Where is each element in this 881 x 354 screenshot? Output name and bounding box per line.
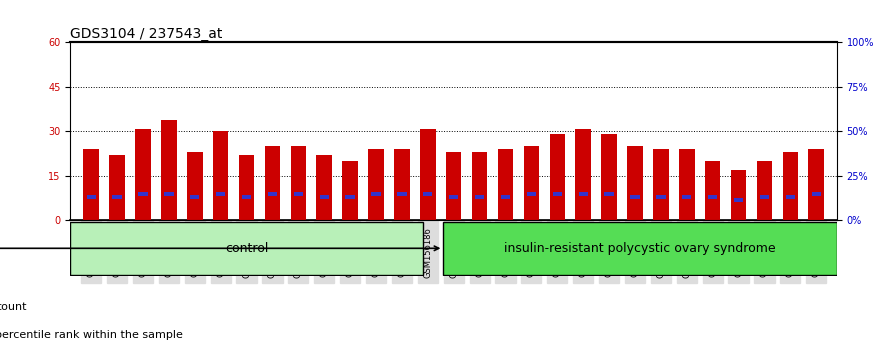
Bar <box>343 161 358 221</box>
FancyBboxPatch shape <box>734 198 744 202</box>
Bar <box>602 135 617 221</box>
FancyBboxPatch shape <box>811 192 821 196</box>
Bar <box>213 131 228 221</box>
FancyBboxPatch shape <box>527 192 536 196</box>
Bar <box>368 149 384 221</box>
FancyBboxPatch shape <box>786 195 795 199</box>
Bar <box>757 161 773 221</box>
FancyBboxPatch shape <box>190 195 199 199</box>
Bar <box>316 155 332 221</box>
Bar <box>264 146 280 221</box>
FancyBboxPatch shape <box>500 195 510 199</box>
FancyBboxPatch shape <box>656 195 665 199</box>
Bar <box>84 149 99 221</box>
FancyBboxPatch shape <box>708 195 717 199</box>
FancyBboxPatch shape <box>475 195 485 199</box>
Bar <box>705 161 721 221</box>
FancyBboxPatch shape <box>320 195 329 199</box>
Text: insulin-resistant polycystic ovary syndrome: insulin-resistant polycystic ovary syndr… <box>504 242 776 255</box>
FancyBboxPatch shape <box>630 195 640 199</box>
Bar <box>135 129 151 221</box>
FancyBboxPatch shape <box>449 195 458 199</box>
FancyBboxPatch shape <box>759 195 769 199</box>
Bar <box>550 135 565 221</box>
FancyBboxPatch shape <box>242 195 251 199</box>
FancyBboxPatch shape <box>268 192 278 196</box>
FancyBboxPatch shape <box>423 192 433 196</box>
FancyBboxPatch shape <box>70 222 423 275</box>
FancyBboxPatch shape <box>86 195 96 199</box>
FancyBboxPatch shape <box>345 195 355 199</box>
FancyBboxPatch shape <box>113 195 122 199</box>
FancyBboxPatch shape <box>682 195 692 199</box>
Text: GDS3104 / 237543_at: GDS3104 / 237543_at <box>70 28 223 41</box>
Bar <box>420 129 435 221</box>
Bar <box>446 152 462 221</box>
Text: control: control <box>225 242 268 255</box>
Bar <box>575 129 591 221</box>
FancyBboxPatch shape <box>579 192 588 196</box>
FancyBboxPatch shape <box>552 192 562 196</box>
FancyBboxPatch shape <box>397 192 407 196</box>
Bar <box>809 149 824 221</box>
Text: disease state: disease state <box>0 243 439 253</box>
Bar <box>679 149 694 221</box>
Bar <box>291 146 306 221</box>
Bar <box>653 149 669 221</box>
FancyBboxPatch shape <box>604 192 614 196</box>
FancyBboxPatch shape <box>138 192 148 196</box>
Bar <box>109 155 125 221</box>
Bar <box>782 152 798 221</box>
Bar <box>239 155 255 221</box>
Bar <box>627 146 643 221</box>
FancyBboxPatch shape <box>372 192 381 196</box>
Bar <box>187 152 203 221</box>
Bar <box>523 146 539 221</box>
Text: percentile rank within the sample: percentile rank within the sample <box>0 330 183 339</box>
Bar <box>394 149 410 221</box>
Text: count: count <box>0 302 27 312</box>
FancyBboxPatch shape <box>443 222 837 275</box>
FancyBboxPatch shape <box>164 192 174 196</box>
Bar <box>161 120 177 221</box>
FancyBboxPatch shape <box>293 192 303 196</box>
Bar <box>730 170 746 221</box>
Bar <box>472 152 487 221</box>
FancyBboxPatch shape <box>216 192 226 196</box>
Bar <box>498 149 514 221</box>
